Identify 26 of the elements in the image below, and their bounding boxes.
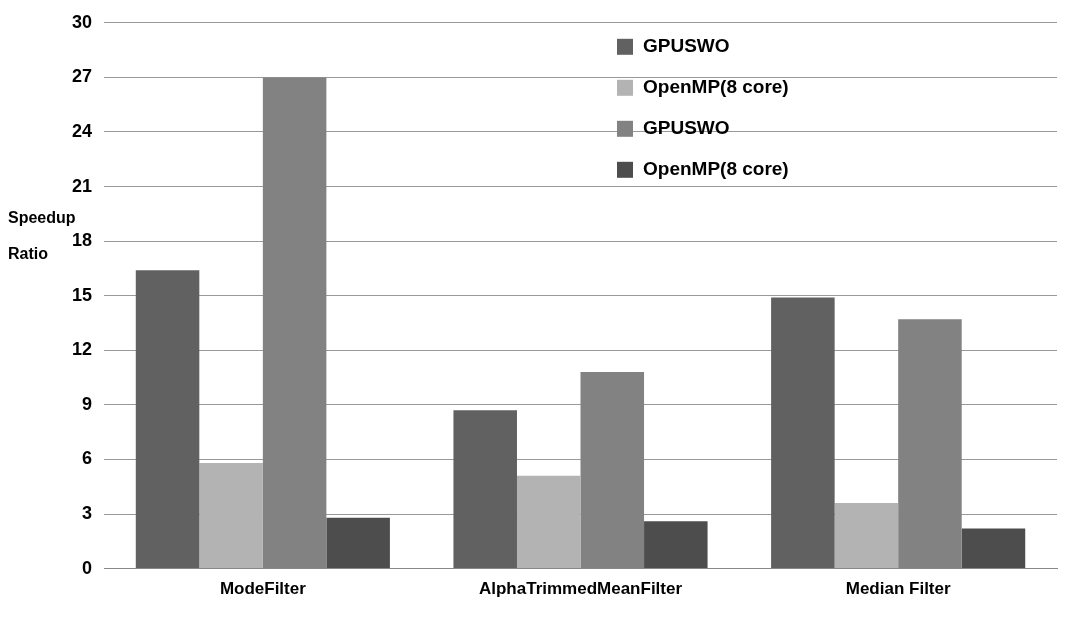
x-tick-label: AlphaTrimmedMeanFilter	[478, 579, 683, 599]
legend-label: OpenMP(8 core)	[643, 76, 789, 98]
x-tick-label: Median Filter	[845, 579, 951, 599]
bar	[771, 297, 835, 569]
y-tick-label: 0	[82, 557, 93, 578]
bar	[516, 475, 581, 569]
legend-label: GPUSWO	[643, 35, 730, 57]
bar	[834, 503, 899, 569]
bar	[199, 463, 263, 569]
y-tick-label: 24	[71, 120, 93, 141]
bar	[453, 410, 517, 569]
y-tick-label: 21	[71, 175, 93, 196]
y-tick-label: 6	[82, 448, 93, 469]
bar	[326, 517, 390, 569]
legend-label: GPUSWO	[643, 117, 730, 139]
y-tick-label: 12	[71, 339, 93, 360]
y-tick-label: 9	[82, 393, 93, 414]
y-tick-label: 30	[71, 11, 93, 32]
legend-label: OpenMP(8 core)	[643, 158, 789, 180]
y-tick-label: 27	[71, 66, 93, 87]
y-tick-label: 15	[71, 284, 93, 305]
bar	[644, 521, 708, 569]
x-tick-label: ModeFilter	[219, 579, 307, 599]
bar	[961, 528, 1026, 569]
y-tick-label: 3	[82, 502, 93, 523]
bar	[135, 270, 200, 569]
